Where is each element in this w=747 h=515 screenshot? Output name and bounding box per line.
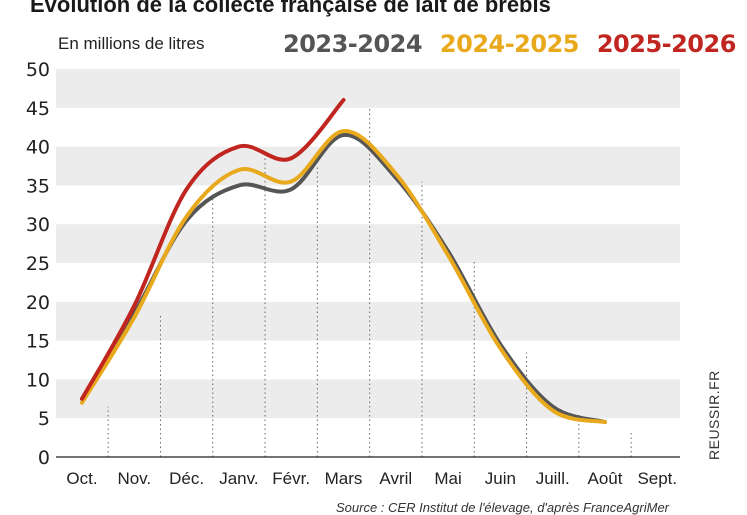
y-tick-label: 10 — [26, 369, 50, 391]
y-tick-label: 30 — [26, 214, 50, 236]
x-tick-label: Août — [588, 469, 623, 488]
x-tick-label: Sept. — [637, 469, 677, 488]
legend: 2023-2024 2024-2025 2025-2026 — [283, 30, 746, 58]
source-note: Source : CER Institut de l'élevage, d'ap… — [336, 500, 670, 515]
x-axis-ticks: Oct. Nov. Déc. Janv. Févr. Mars Avril Mai Juin Ju… — [66, 469, 677, 488]
grid-band — [56, 301, 680, 341]
y-tick-label: 5 — [38, 408, 50, 430]
y-tick-label: 20 — [26, 292, 50, 314]
chart-title: Evolution de la collecte française de la… — [30, 0, 551, 17]
y-tick-label: 15 — [26, 331, 50, 353]
grid-band — [56, 224, 680, 263]
x-tick-label: Oct. — [66, 469, 97, 488]
y-tick-label: 25 — [26, 253, 50, 275]
grid-band — [56, 146, 680, 186]
y-tick-label: 40 — [26, 137, 50, 159]
y-tick-label: 50 — [26, 59, 50, 81]
x-tick-label: Juill. — [536, 469, 570, 488]
x-tick-label: Janv. — [219, 469, 258, 488]
x-tick-label: Mai — [434, 469, 461, 488]
x-tick-label: Nov. — [117, 469, 151, 488]
y-tick-label: 0 — [38, 447, 50, 469]
legend-item-2025-2026: 2025-2026 — [596, 30, 737, 58]
y-tick-label: 45 — [26, 98, 50, 120]
x-tick-label: Févr. — [272, 469, 310, 488]
x-tick-label: Avril — [379, 469, 412, 488]
legend-item-2023-2024: 2023-2024 — [283, 30, 423, 58]
y-axis-unit-label: En millions de litres — [58, 34, 205, 53]
grid-band — [56, 379, 680, 419]
month-guide-lines — [107, 108, 632, 457]
x-tick-label: Mars — [325, 469, 363, 488]
grid-band — [56, 69, 680, 108]
grid-bands — [56, 69, 680, 419]
series-lines — [80, 98, 607, 425]
watermark: REUSSIR.FR — [706, 370, 722, 460]
y-axis-ticks: 0 5 10 15 20 25 30 35 40 45 50 — [26, 59, 50, 469]
series-line-2024-2025 — [80, 129, 607, 425]
series-line-2025-2026 — [80, 98, 346, 401]
x-tick-label: Juin — [485, 469, 516, 488]
x-tick-label: Déc. — [169, 469, 204, 488]
legend-item-2024-2025: 2024-2025 — [439, 30, 580, 58]
y-tick-label: 35 — [26, 175, 50, 197]
